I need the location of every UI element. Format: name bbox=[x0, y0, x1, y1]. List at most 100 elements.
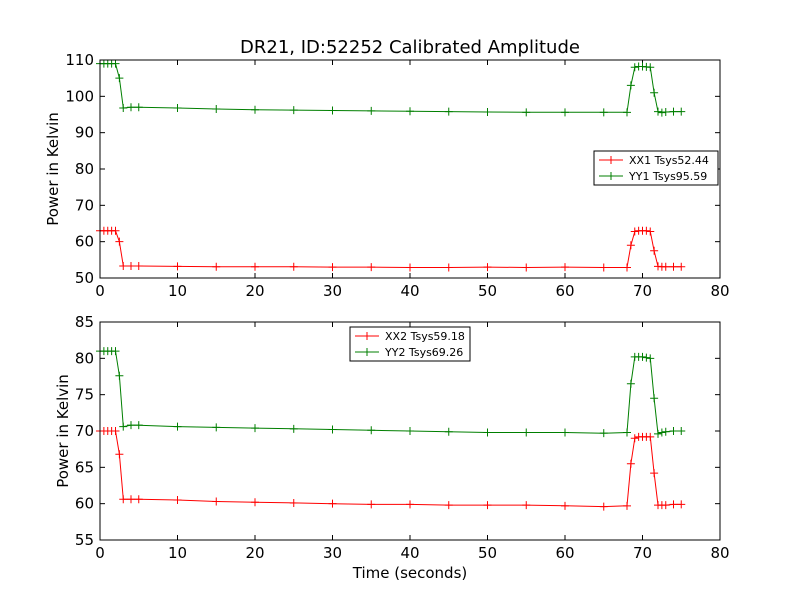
top-data-point bbox=[669, 262, 678, 271]
bottom-data-point bbox=[134, 421, 143, 430]
bottom-data-point bbox=[406, 500, 414, 509]
bottom-y-tick-label: 65 bbox=[75, 458, 94, 476]
top-y-tick-label: 100 bbox=[65, 87, 94, 105]
bottom-x-tick-label: 30 bbox=[323, 544, 342, 562]
top-y-axis-label: Power in Kelvin bbox=[44, 112, 62, 226]
bottom-x-tick-label: 80 bbox=[710, 544, 729, 562]
top-data-point bbox=[367, 106, 376, 115]
legend-label-yy1: YY1 Tsys95.59 bbox=[628, 170, 707, 183]
bottom-y-tick-label: 70 bbox=[75, 422, 94, 440]
bottom-data-point bbox=[115, 450, 124, 459]
top-data-point bbox=[657, 108, 666, 117]
top-x-tick-label: 80 bbox=[710, 282, 729, 300]
bottom-data-point bbox=[444, 501, 453, 510]
top-data-point bbox=[444, 263, 453, 272]
bottom-data-point bbox=[669, 427, 678, 435]
top-x-tick-label: 0 bbox=[95, 282, 105, 300]
top-y-tick-label: 90 bbox=[75, 124, 94, 142]
top-data-point bbox=[173, 103, 182, 112]
bottom-x-tick-labels: 0 10 20 30 40 50 60 70 80 bbox=[95, 544, 729, 562]
top-series-line-0 bbox=[100, 230, 682, 269]
top-data-point bbox=[626, 81, 635, 90]
legend-marker-xx1 bbox=[607, 156, 615, 164]
bottom-data-point bbox=[173, 422, 182, 431]
top-y-tick-label: 80 bbox=[75, 160, 94, 178]
legend-label-xx2: XX2 Tsys59.18 bbox=[385, 330, 465, 343]
top-data-point bbox=[251, 262, 259, 271]
top-data-point bbox=[328, 106, 337, 115]
bottom-data-point bbox=[677, 427, 686, 435]
top-data-point bbox=[646, 63, 655, 72]
bottom-legend[interactable]: XX2 Tsys59.18 YY2 Tsys69.26 bbox=[349, 326, 471, 362]
top-data-point bbox=[119, 103, 128, 112]
bottom-data-point bbox=[677, 500, 686, 509]
legend-marker-xx2 bbox=[363, 332, 371, 340]
bottom-data-point bbox=[650, 394, 659, 403]
top-data-point bbox=[115, 237, 124, 246]
bottom-data-point bbox=[173, 496, 182, 505]
bottom-data-point bbox=[522, 501, 531, 510]
top-data-point bbox=[646, 227, 655, 236]
top-data-point bbox=[522, 263, 531, 272]
top-data-point bbox=[289, 106, 298, 115]
bottom-series-lines bbox=[96, 347, 686, 511]
top-y-tick-label: 60 bbox=[75, 233, 94, 251]
top-x-tick-label: 50 bbox=[478, 282, 497, 300]
top-y-tick-label: 110 bbox=[65, 51, 94, 69]
top-legend[interactable]: XX1 Tsys52.44 YY1 Tsys95.59 bbox=[593, 150, 719, 186]
top-subplot: DR21, ID:52252 Calibrated Amplitude 0 10 2… bbox=[44, 37, 730, 300]
bottom-y-tick-label: 75 bbox=[75, 386, 94, 404]
top-y-tick-label: 50 bbox=[75, 269, 94, 287]
bottom-data-point bbox=[626, 379, 635, 388]
top-x-tick-label: 30 bbox=[323, 282, 342, 300]
bottom-x-tick-label: 20 bbox=[245, 544, 264, 562]
bottom-y-tick-label: 60 bbox=[75, 495, 94, 513]
bottom-data-point bbox=[630, 434, 639, 443]
bottom-data-point bbox=[127, 421, 135, 430]
top-data-point bbox=[669, 107, 678, 116]
top-data-point bbox=[134, 103, 143, 112]
top-data-point bbox=[561, 108, 569, 117]
top-x-tick-label: 20 bbox=[245, 282, 264, 300]
top-data-point bbox=[111, 226, 120, 235]
bottom-data-point bbox=[669, 500, 678, 509]
top-data-point bbox=[119, 262, 128, 271]
bottom-data-point bbox=[115, 371, 124, 380]
top-data-point bbox=[406, 263, 414, 272]
bottom-data-point bbox=[646, 354, 655, 363]
bottom-data-point bbox=[646, 432, 655, 441]
bottom-data-point bbox=[111, 347, 120, 356]
top-data-point bbox=[127, 103, 135, 112]
bottom-data-point bbox=[212, 497, 221, 506]
bottom-series-line-1 bbox=[100, 350, 682, 435]
bottom-data-point bbox=[623, 501, 631, 510]
bottom-data-point bbox=[328, 499, 337, 508]
bottom-legend-box bbox=[349, 326, 471, 362]
top-x-tick-label: 70 bbox=[633, 282, 652, 300]
top-data-point bbox=[677, 262, 686, 271]
bottom-data-point bbox=[367, 500, 376, 509]
top-x-tick-labels: 0 10 20 30 40 50 60 70 80 bbox=[95, 282, 729, 300]
bottom-data-point bbox=[406, 427, 414, 435]
bottom-data-point bbox=[642, 353, 651, 362]
bottom-data-point bbox=[638, 352, 647, 361]
legend-marker-yy2 bbox=[363, 348, 371, 356]
bottom-x-tick-label: 10 bbox=[168, 544, 187, 562]
top-data-point bbox=[650, 246, 659, 255]
top-data-point bbox=[289, 262, 298, 271]
top-data-point bbox=[522, 108, 531, 117]
top-data-point bbox=[251, 105, 259, 114]
top-y-tick-label: 70 bbox=[75, 196, 94, 214]
bottom-x-tick-label: 60 bbox=[555, 544, 574, 562]
bottom-series-line-0 bbox=[100, 430, 682, 508]
top-x-tick-label: 10 bbox=[168, 282, 187, 300]
bottom-data-point bbox=[251, 498, 259, 507]
x-axis-label: Time (seconds) bbox=[352, 564, 468, 582]
bottom-data-point bbox=[657, 428, 666, 437]
top-data-point bbox=[661, 107, 670, 116]
bottom-x-tick-label: 40 bbox=[400, 544, 419, 562]
top-data-point bbox=[483, 107, 492, 116]
top-y-tick-labels: 50 60 70 80 90 100 110 bbox=[65, 51, 94, 287]
top-data-point bbox=[561, 263, 569, 272]
